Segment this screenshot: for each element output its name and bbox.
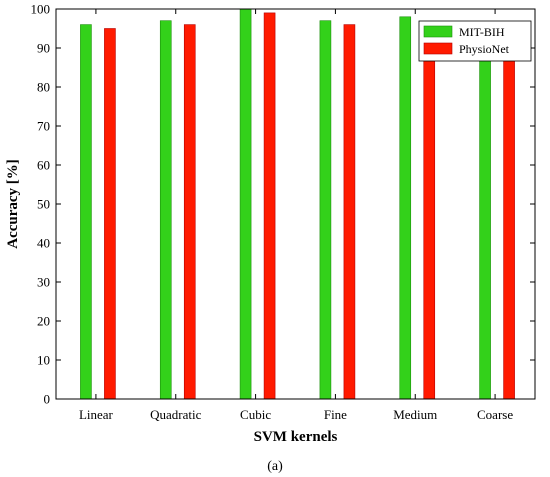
y-tick-label: 60 — [37, 158, 50, 173]
y-tick-label: 40 — [37, 236, 50, 251]
bar-mit-bih-medium — [399, 16, 412, 400]
plot-frame — [55, 8, 536, 400]
x-tick-label: Quadratic — [150, 407, 201, 422]
ticks-layer: 0 10 20 30 40 50 60 70 80 90 100 Linear Quadratic Cub… — [31, 2, 535, 422]
y-tick-label: 50 — [37, 197, 50, 212]
y-axis-label: Accuracy [%] — [5, 159, 21, 249]
y-tick-label: 100 — [31, 2, 51, 17]
axes-layer — [55, 8, 536, 400]
y-tick-label: 30 — [37, 275, 50, 290]
legend-label-mit-bih: MIT-BIH — [459, 25, 505, 39]
legend: MIT-BIH PhysioNet — [418, 20, 532, 62]
legend-swatch-mit-bih — [423, 25, 453, 38]
bar-mit-bih-cubic — [239, 8, 252, 400]
bar-mit-bih-fine — [319, 20, 332, 400]
bar-physionet-coarse — [503, 47, 515, 400]
bar-physionet-cubic — [263, 12, 276, 400]
x-axis-label: SVM kernels — [254, 429, 338, 445]
y-tick-label: 0 — [44, 392, 51, 407]
bar-mit-bih-coarse — [479, 47, 491, 400]
legend-swatch-physionet — [423, 42, 453, 55]
bar-physionet-medium — [423, 47, 436, 400]
y-tick-label: 80 — [37, 80, 50, 95]
bar-physionet-linear — [104, 28, 116, 400]
y-tick-label: 20 — [37, 314, 50, 329]
y-tick-label: 70 — [37, 119, 50, 134]
legend-label-physionet: PhysioNet — [459, 42, 510, 56]
x-tick-label: Cubic — [240, 407, 271, 422]
y-tick-label: 90 — [37, 41, 50, 56]
x-tick-label: Linear — [79, 407, 114, 422]
figure-caption: (a) — [267, 459, 283, 474]
x-tick-label: Medium — [393, 407, 437, 422]
bar-physionet-quadratic — [183, 24, 196, 400]
bars-layer — [80, 8, 515, 400]
bar-physionet-fine — [343, 24, 356, 400]
bar-mit-bih-quadratic — [159, 20, 172, 400]
x-tick-label: Coarse — [477, 407, 513, 422]
y-tick-label: 10 — [37, 353, 50, 368]
x-tick-label: Fine — [324, 407, 347, 422]
bar-mit-bih-linear — [80, 24, 92, 400]
